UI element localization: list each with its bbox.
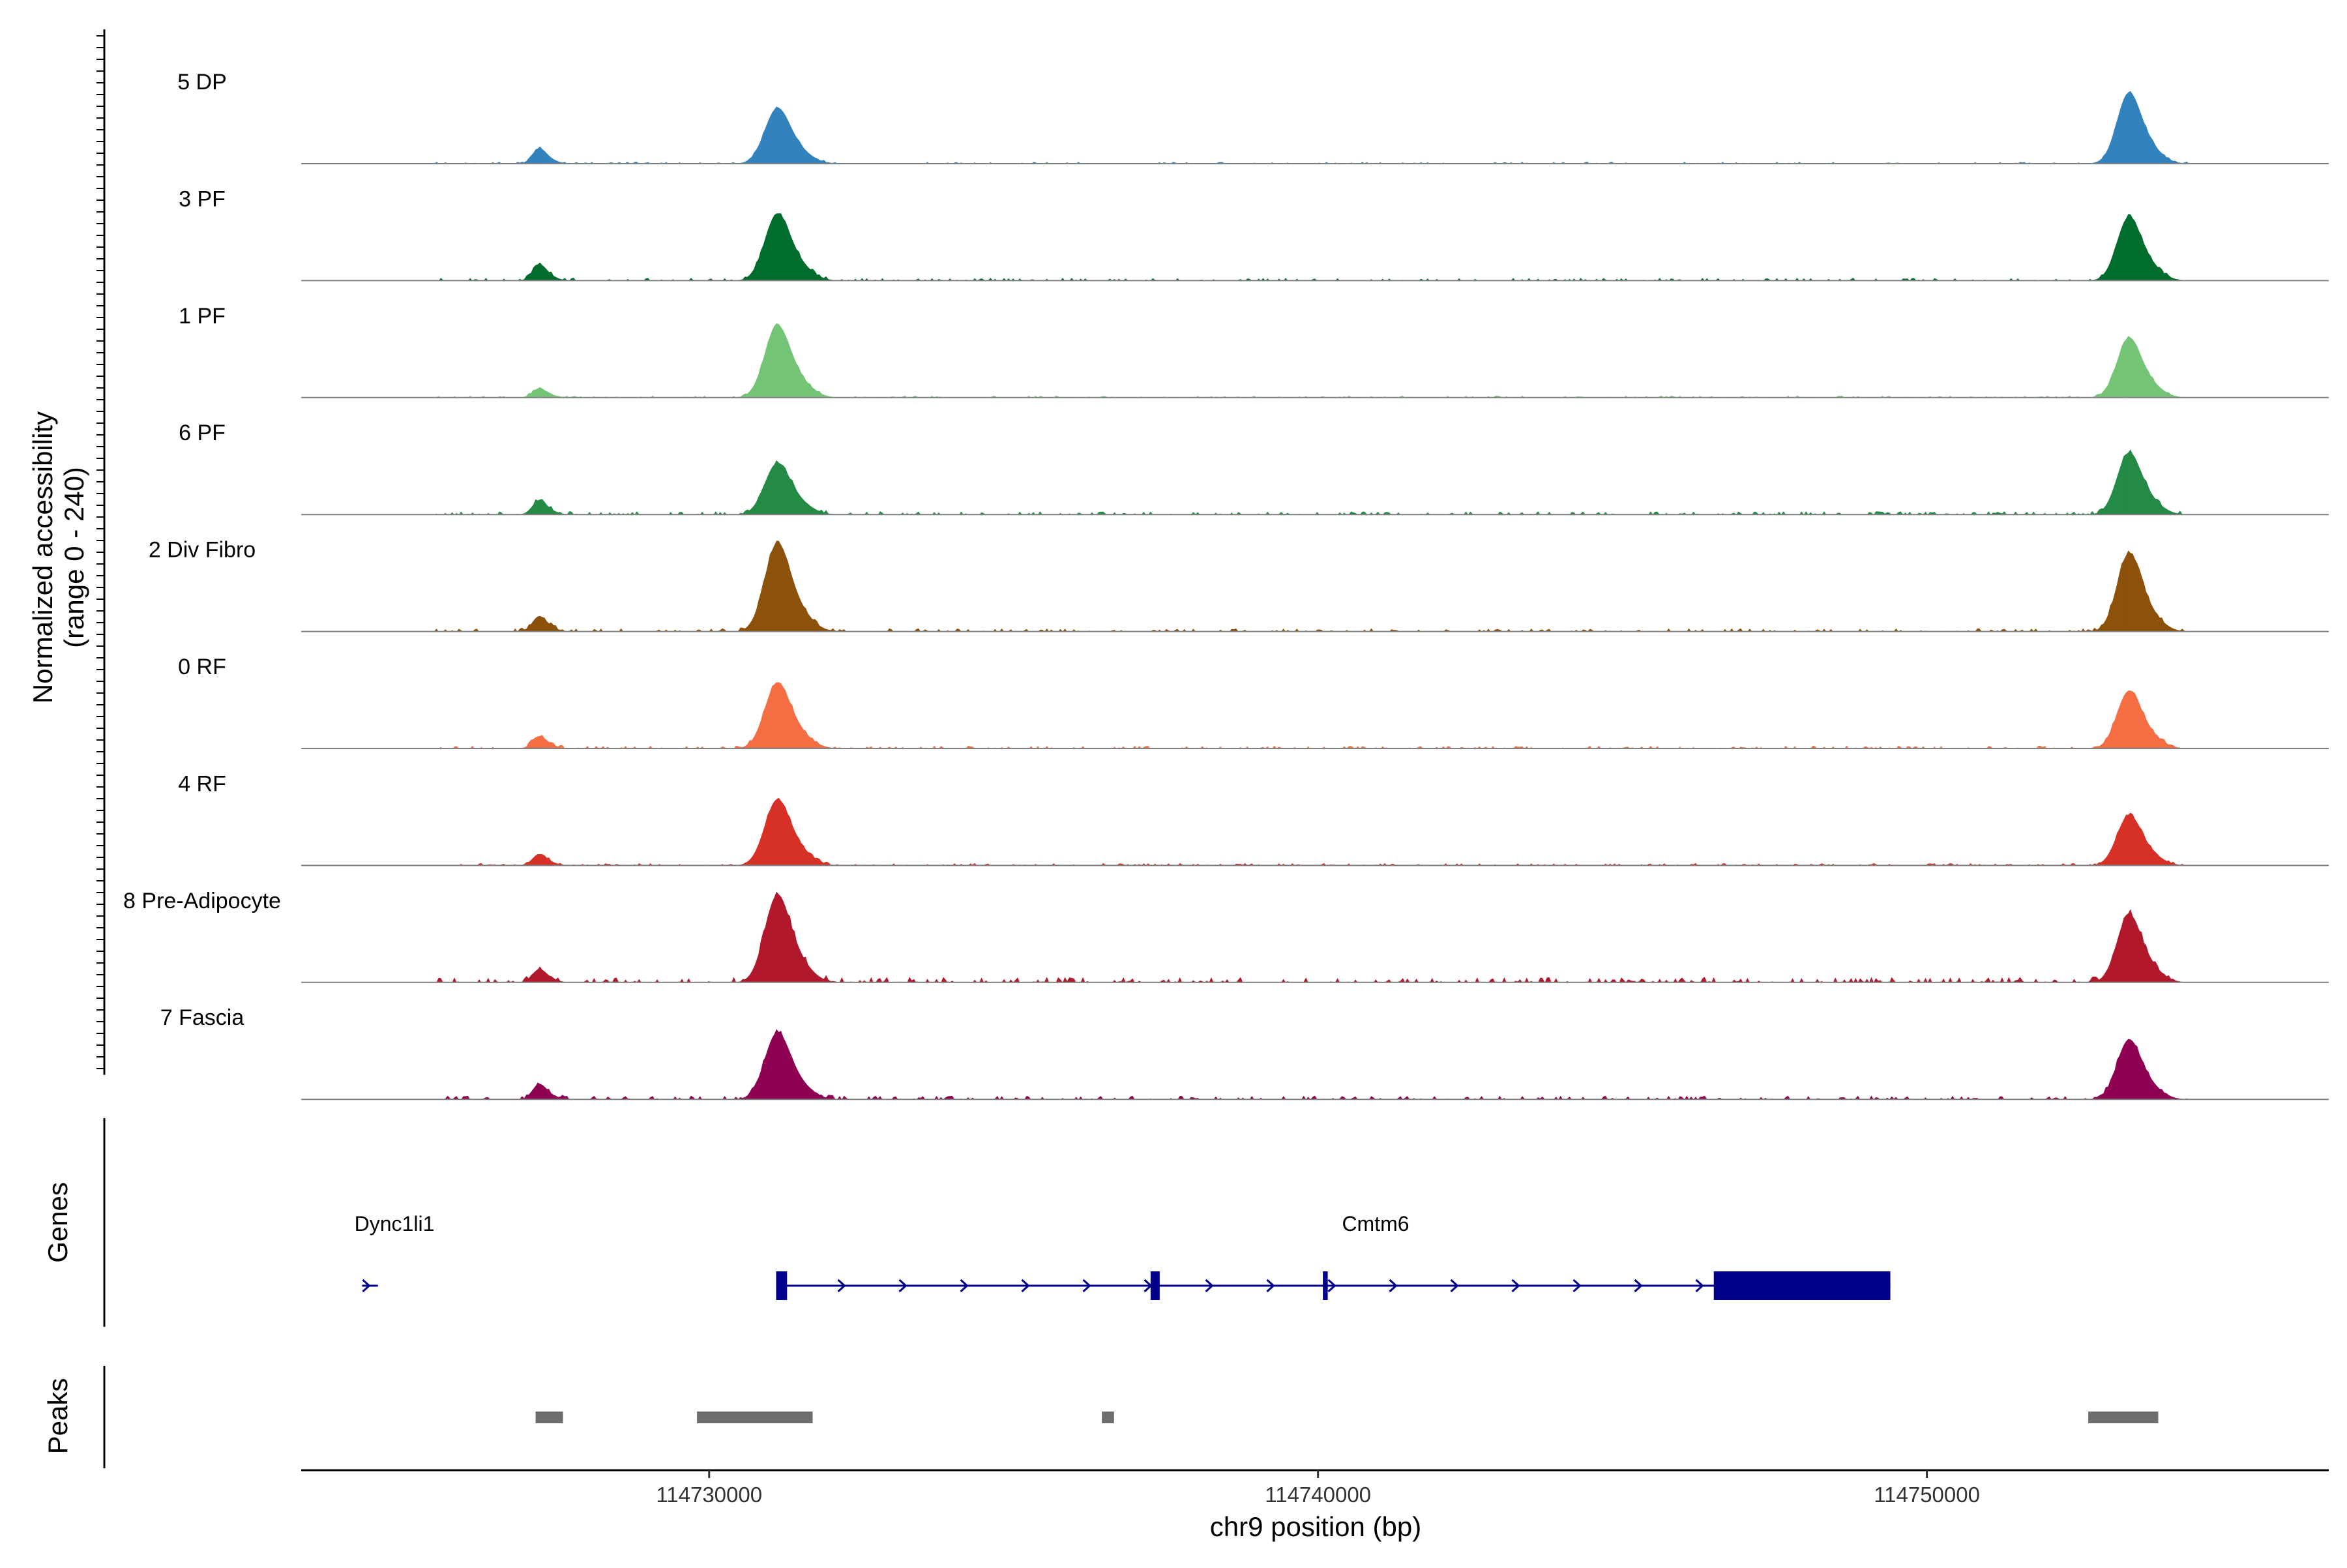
coverage-area	[301, 449, 2329, 515]
track-label: 0 RF	[178, 655, 226, 679]
track-label: 3 PF	[179, 186, 226, 211]
strand-arrow	[1450, 1279, 1459, 1293]
track-0: 5 DP	[177, 70, 2329, 164]
peak-bar-0	[537, 855, 541, 866]
peak-region	[2088, 1412, 2159, 1423]
peak-bar-1	[774, 113, 778, 164]
strand-arrow	[1327, 1279, 1336, 1293]
coverage-area	[301, 1029, 2329, 1100]
peak-region	[1102, 1412, 1114, 1423]
track-label: 6 PF	[179, 421, 226, 445]
exon	[1323, 1271, 1328, 1300]
genes-track: Dync1li1 Cmtm6	[103, 1118, 1891, 1327]
track-4: 2 Div Fibro	[149, 538, 2329, 632]
gene-dync1li1: Dync1li1	[355, 1212, 435, 1293]
strand-arrow	[898, 1279, 908, 1293]
peak-bar-2	[2125, 921, 2130, 983]
exon	[1713, 1271, 1891, 1300]
peak-bar-2	[2125, 223, 2130, 281]
peak-bar-1	[774, 904, 778, 983]
track-2: 1 PF	[179, 304, 2329, 398]
strand-arrow	[362, 1279, 371, 1293]
coverage-area	[301, 797, 2329, 866]
track-8: 7 Fascia	[160, 1005, 2329, 1101]
x-tick-label: 114750000	[1874, 1483, 1980, 1507]
gene-label: Dync1li1	[355, 1212, 435, 1235]
strand-arrow	[1205, 1279, 1214, 1293]
peak-bar-1	[774, 806, 778, 866]
peak-bar-2	[2125, 696, 2130, 748]
coverage-area	[301, 891, 2329, 983]
track-label: 5 DP	[177, 70, 227, 95]
peak-bar-1	[774, 220, 778, 281]
coverage-area	[301, 682, 2329, 748]
track-7: 8 Pre-Adipocyte	[123, 889, 2329, 983]
peak-bar-0	[537, 389, 541, 398]
peak-bar-1	[774, 333, 778, 398]
exon	[776, 1271, 788, 1300]
peak-bar-2	[2125, 561, 2130, 632]
gene-cmtm6: Cmtm6	[776, 1212, 1891, 1300]
peak-bar-0	[537, 501, 541, 515]
coverage-area	[301, 323, 2329, 398]
gene-label: Cmtm6	[1342, 1212, 1409, 1235]
peak-bar-1	[774, 1039, 778, 1100]
peak-bar-0	[537, 617, 541, 632]
strand-arrow	[1266, 1279, 1275, 1293]
strand-arrow	[1389, 1279, 1398, 1293]
track-label: 8 Pre-Adipocyte	[123, 889, 281, 913]
track-label: 7 Fascia	[160, 1005, 244, 1030]
track-label: 2 Div Fibro	[149, 538, 256, 563]
peak-bar-2	[2125, 459, 2130, 515]
strand-arrow	[1511, 1279, 1520, 1293]
peak-bar-0	[537, 149, 541, 164]
exon	[1150, 1271, 1160, 1300]
coverage-area	[301, 540, 2329, 632]
peaks-track-title: Peaks	[42, 1378, 73, 1455]
position-x-axis: 114730000 114740000 114750000	[301, 1469, 2329, 1507]
peak-region	[697, 1412, 813, 1423]
x-tick-label: 114730000	[656, 1483, 762, 1507]
peak-bar-0	[537, 970, 541, 983]
track-3: 6 PF	[179, 421, 2329, 516]
strand-arrow	[1695, 1279, 1704, 1293]
peak-region	[535, 1412, 563, 1423]
y-axis-title: Normalized accessibility	[27, 411, 58, 703]
track-label: 1 PF	[179, 304, 226, 329]
peak-bar-1	[774, 552, 778, 632]
strand-arrow	[1021, 1279, 1030, 1293]
coverage-tracks: 5 DP 3 PF 1 PF 6 PF 2 Div Fibro 0 RF 4 RF 8 Pre…	[123, 70, 2329, 1101]
peak-bar-0	[537, 265, 541, 281]
track-1: 3 PF	[179, 186, 2329, 282]
strand-arrow	[1634, 1279, 1643, 1293]
peak-bar-1	[774, 468, 778, 515]
peak-bar-1	[774, 689, 778, 748]
track-5: 0 RF	[178, 655, 2329, 749]
track-6: 4 RF	[178, 771, 2329, 866]
peak-bar-2	[2125, 100, 2130, 164]
strand-arrow	[837, 1279, 846, 1293]
strand-arrow	[1082, 1279, 1091, 1293]
strand-arrow	[1572, 1279, 1582, 1293]
strand-arrow	[960, 1279, 969, 1293]
y-axis-range-label: (range 0 - 240)	[59, 467, 89, 648]
peaks-track	[103, 1366, 2159, 1468]
x-tick-label: 114740000	[1265, 1483, 1371, 1507]
peak-bar-0	[537, 737, 541, 748]
accessibility-y-axis	[96, 29, 106, 1075]
peak-bar-0	[537, 1086, 541, 1100]
peak-bar-2	[2125, 820, 2130, 866]
peak-bar-2	[2125, 1046, 2130, 1100]
coverage-area	[301, 213, 2329, 281]
peak-bar-2	[2125, 344, 2130, 398]
track-label: 4 RF	[178, 771, 226, 796]
genes-track-title: Genes	[42, 1182, 73, 1263]
x-axis-title: chr9 position (bp)	[1210, 1511, 1422, 1542]
coverage-area	[301, 91, 2329, 164]
